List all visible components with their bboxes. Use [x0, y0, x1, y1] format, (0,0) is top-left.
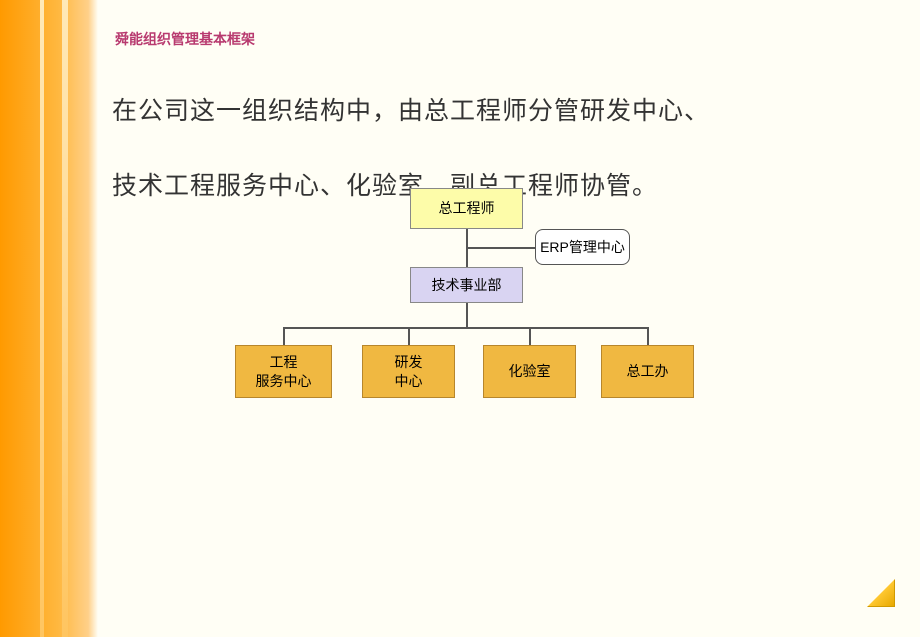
connector-line [283, 327, 648, 329]
connector-line [647, 327, 649, 345]
org-chart: 总工程师 ERP管理中心技术事业部工程 服务中心研发 中心化验室总工办 [0, 0, 920, 637]
org-node-rd: 研发 中心 [362, 345, 455, 398]
connector-line [466, 303, 468, 328]
org-node-erp: ERP管理中心 [535, 229, 630, 265]
org-node-tech: 技术事业部 [410, 267, 523, 303]
connector-line [466, 247, 535, 249]
org-node-svc: 工程 服务中心 [235, 345, 332, 398]
connector-line [408, 327, 410, 345]
org-node-office: 总工办 [601, 345, 694, 398]
connector-line [529, 327, 531, 345]
org-node-root: 总工程师 [410, 188, 523, 229]
connector-line [283, 327, 285, 345]
org-node-lab: 化验室 [483, 345, 576, 398]
